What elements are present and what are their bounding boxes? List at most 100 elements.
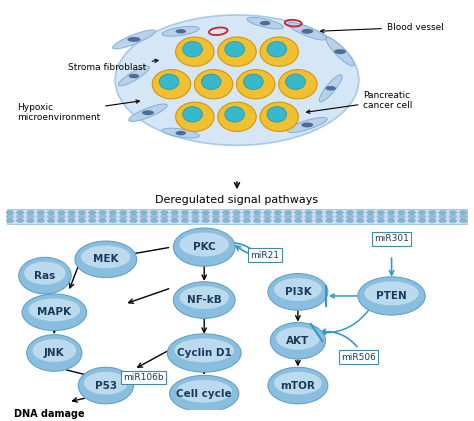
Ellipse shape	[140, 215, 147, 218]
Ellipse shape	[142, 110, 154, 115]
Ellipse shape	[89, 218, 96, 223]
Ellipse shape	[244, 74, 263, 90]
Ellipse shape	[6, 215, 14, 218]
Ellipse shape	[78, 210, 86, 215]
Ellipse shape	[27, 215, 34, 218]
Ellipse shape	[162, 27, 199, 36]
Ellipse shape	[115, 15, 359, 145]
Ellipse shape	[428, 210, 436, 215]
Ellipse shape	[47, 218, 55, 223]
Ellipse shape	[99, 210, 106, 215]
Ellipse shape	[22, 294, 87, 330]
Ellipse shape	[439, 210, 447, 215]
Text: PTEN: PTEN	[376, 291, 407, 301]
Ellipse shape	[37, 215, 45, 218]
Ellipse shape	[171, 218, 178, 223]
Ellipse shape	[170, 376, 239, 412]
Ellipse shape	[78, 367, 134, 404]
Ellipse shape	[150, 218, 158, 223]
Ellipse shape	[459, 210, 467, 215]
Ellipse shape	[130, 215, 137, 218]
Ellipse shape	[326, 86, 336, 91]
Ellipse shape	[202, 218, 210, 223]
Ellipse shape	[175, 29, 186, 34]
Ellipse shape	[109, 215, 117, 218]
Ellipse shape	[356, 210, 364, 215]
Ellipse shape	[254, 215, 261, 218]
Ellipse shape	[6, 210, 14, 215]
Ellipse shape	[161, 215, 168, 218]
Ellipse shape	[78, 215, 86, 218]
Ellipse shape	[358, 277, 425, 315]
Ellipse shape	[129, 104, 167, 122]
Ellipse shape	[315, 215, 323, 218]
Ellipse shape	[243, 218, 251, 223]
Ellipse shape	[27, 335, 82, 371]
Ellipse shape	[180, 286, 229, 309]
Ellipse shape	[428, 218, 436, 223]
Ellipse shape	[367, 210, 374, 215]
Ellipse shape	[212, 218, 219, 223]
Ellipse shape	[459, 218, 467, 223]
Ellipse shape	[150, 215, 158, 218]
Ellipse shape	[24, 262, 65, 285]
Ellipse shape	[47, 210, 55, 215]
Text: mTOR: mTOR	[281, 381, 315, 391]
Ellipse shape	[237, 69, 275, 99]
Ellipse shape	[346, 215, 354, 218]
Ellipse shape	[279, 69, 317, 99]
Ellipse shape	[27, 210, 34, 215]
Ellipse shape	[264, 210, 271, 215]
Ellipse shape	[109, 210, 117, 215]
Ellipse shape	[68, 215, 75, 218]
Ellipse shape	[408, 215, 416, 218]
Ellipse shape	[150, 210, 158, 215]
Ellipse shape	[254, 218, 261, 223]
Text: PI3K: PI3K	[284, 287, 311, 297]
Ellipse shape	[201, 74, 221, 90]
Ellipse shape	[162, 128, 199, 138]
Ellipse shape	[171, 215, 178, 218]
Ellipse shape	[130, 210, 137, 215]
Ellipse shape	[326, 218, 333, 223]
Ellipse shape	[418, 210, 426, 215]
Ellipse shape	[233, 218, 240, 223]
Ellipse shape	[428, 215, 436, 218]
Ellipse shape	[398, 210, 405, 215]
Ellipse shape	[377, 210, 384, 215]
Ellipse shape	[181, 210, 189, 215]
Ellipse shape	[356, 215, 364, 218]
Ellipse shape	[315, 210, 323, 215]
Ellipse shape	[180, 232, 229, 256]
Ellipse shape	[202, 210, 210, 215]
Text: Cell cycle: Cell cycle	[176, 389, 232, 399]
Ellipse shape	[28, 298, 80, 321]
Ellipse shape	[268, 274, 328, 310]
Ellipse shape	[222, 218, 230, 223]
Ellipse shape	[295, 218, 302, 223]
Ellipse shape	[233, 215, 240, 218]
Ellipse shape	[159, 74, 179, 90]
Ellipse shape	[267, 41, 287, 57]
Ellipse shape	[6, 218, 14, 223]
Text: JNK: JNK	[44, 348, 64, 358]
Ellipse shape	[260, 37, 298, 66]
Ellipse shape	[264, 215, 271, 218]
Ellipse shape	[176, 37, 214, 66]
Ellipse shape	[119, 215, 127, 218]
Ellipse shape	[191, 215, 199, 218]
Ellipse shape	[287, 117, 327, 133]
Ellipse shape	[129, 74, 139, 78]
Ellipse shape	[286, 74, 305, 90]
Ellipse shape	[243, 215, 251, 218]
Ellipse shape	[264, 218, 271, 223]
Ellipse shape	[356, 218, 364, 223]
Ellipse shape	[47, 215, 55, 218]
Ellipse shape	[459, 215, 467, 218]
Ellipse shape	[346, 210, 354, 215]
Ellipse shape	[408, 210, 416, 215]
Text: Blood vessel: Blood vessel	[320, 23, 444, 33]
Ellipse shape	[274, 278, 322, 301]
Ellipse shape	[89, 210, 96, 215]
Ellipse shape	[212, 210, 219, 215]
